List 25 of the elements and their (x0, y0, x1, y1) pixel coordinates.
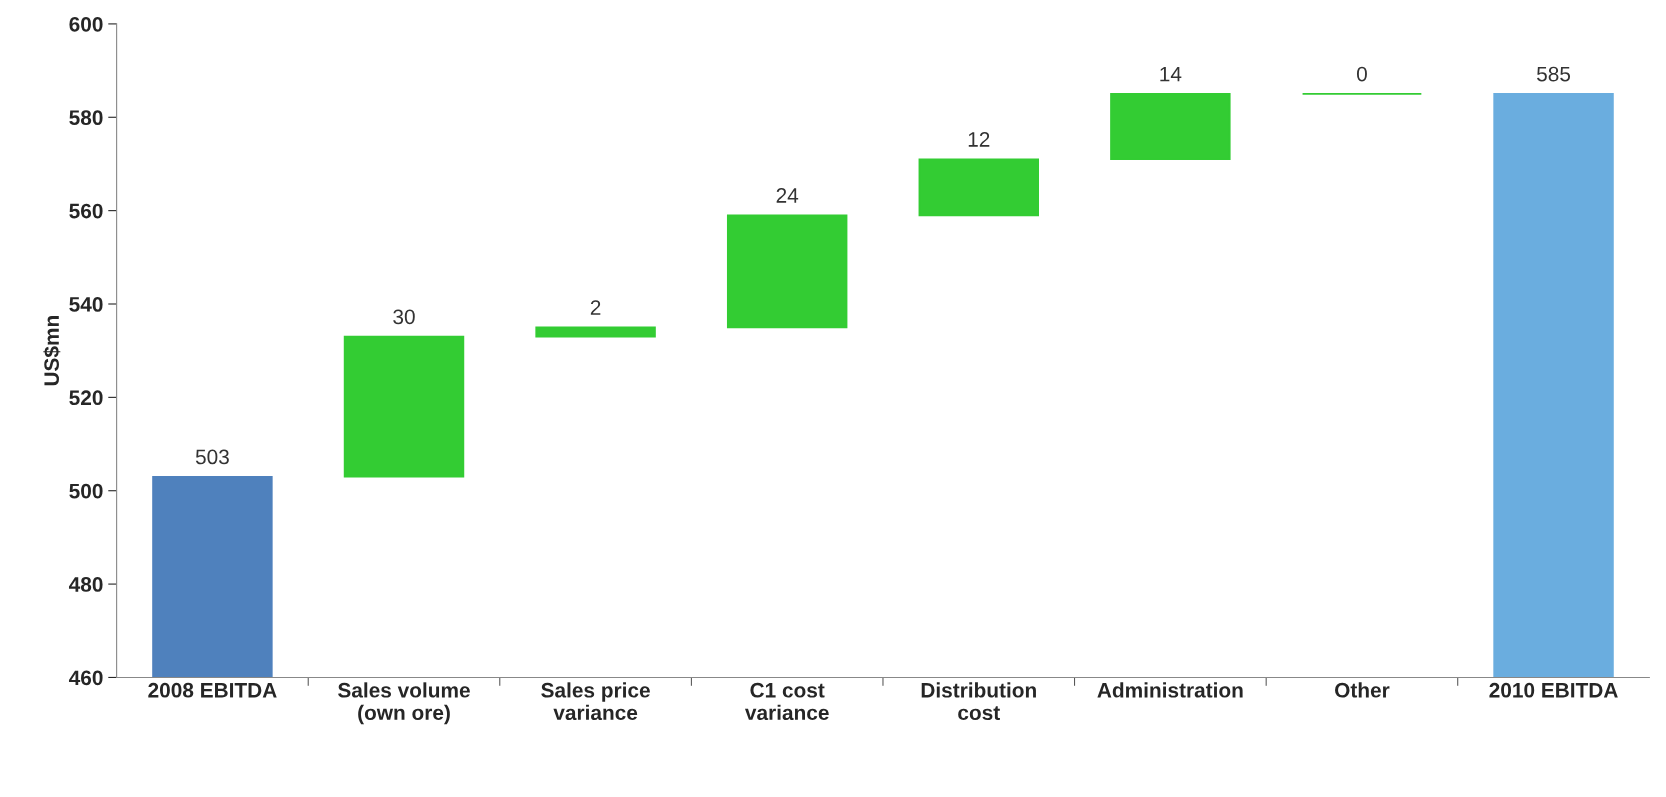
y-tick-label: 460 (68, 670, 103, 686)
x-tick-label: 2008 EBITDA (148, 682, 277, 698)
y-tick-label: 540 (69, 297, 103, 312)
data-label: 12 (968, 132, 990, 147)
y-tick-label: 520 (69, 390, 103, 406)
data-label: 30 (393, 309, 415, 325)
y-tick-label: 600 (69, 16, 103, 32)
x-tick-label: Other (1335, 682, 1390, 698)
x-tick-label: Sales price variance (541, 682, 650, 721)
data-label: 2 (590, 300, 601, 315)
y-axis-title: US$mn (43, 316, 61, 386)
x-tick-label: C1 cost variance (744, 682, 829, 721)
data-label: 14 (1160, 66, 1182, 82)
y-tick-label: 560 (69, 203, 103, 219)
data-label: 0 (1356, 66, 1367, 82)
data-label: 24 (776, 188, 799, 203)
x-tick-label: Administration (1097, 682, 1243, 698)
x-tick-label: Sales volume (own ore) (338, 682, 470, 725)
data-label: 503 (195, 449, 229, 465)
x-tick-label: Distribution cost (921, 682, 1036, 721)
y-tick-label: 500 (69, 483, 103, 499)
x-tick-label: 2010 EBITDA (1489, 682, 1618, 698)
y-tick-label: 480 (68, 577, 103, 592)
y-tick-label: 580 (69, 110, 103, 126)
data-label: 585 (1537, 66, 1571, 82)
